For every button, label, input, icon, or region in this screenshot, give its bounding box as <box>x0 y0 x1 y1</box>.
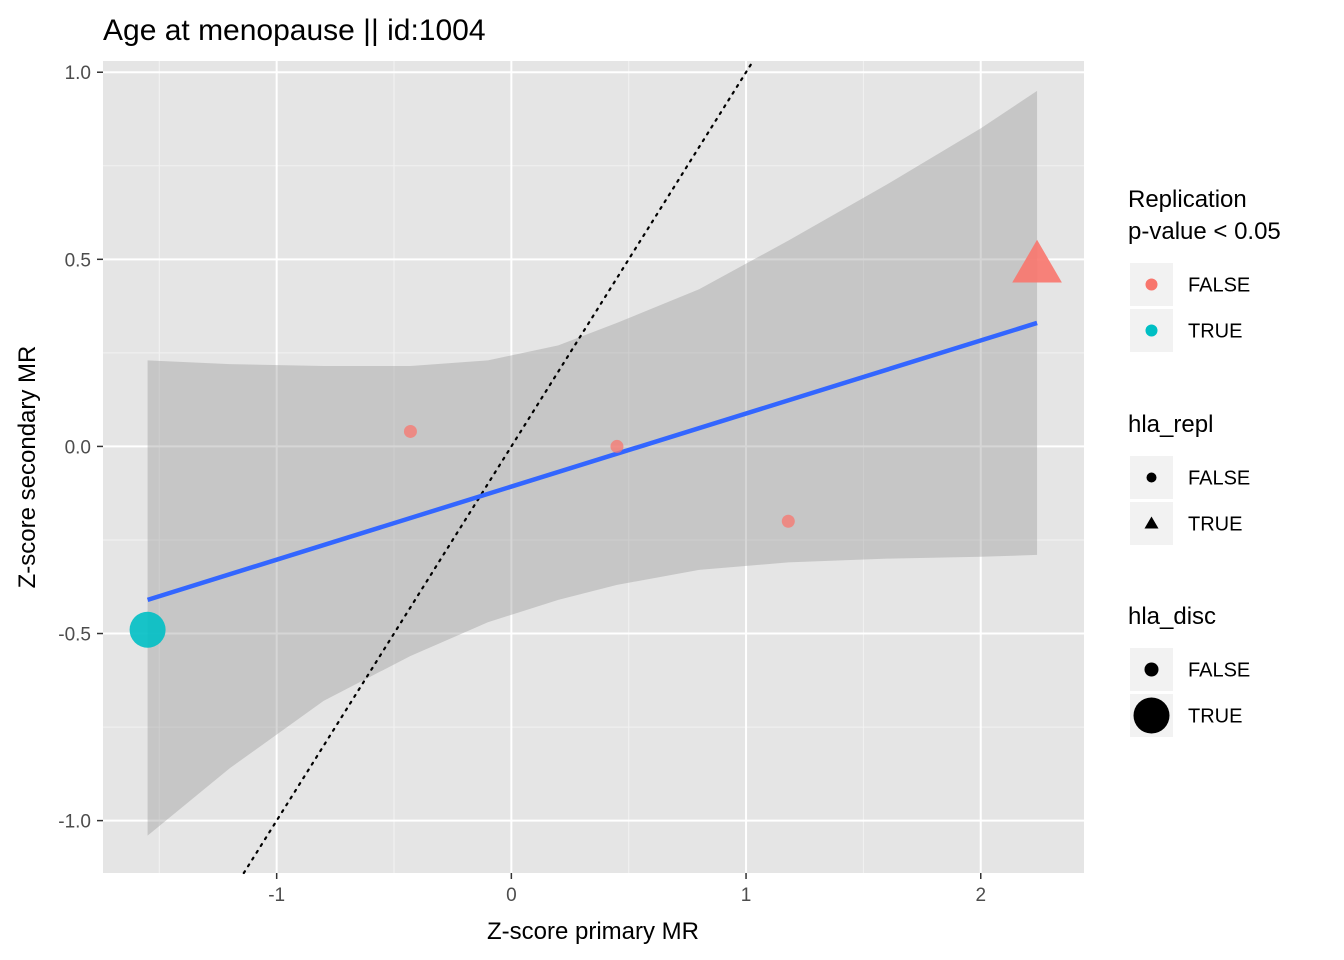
legend-color-swatch <box>1145 278 1158 291</box>
data-point <box>403 424 417 438</box>
y-tick-label: -1.0 <box>58 812 91 833</box>
points-layer <box>129 239 1062 648</box>
data-point <box>1012 239 1062 283</box>
legend-label: TRUE <box>1188 321 1242 343</box>
legend-title: Replication <box>1128 186 1247 213</box>
legend-label: TRUE <box>1188 706 1242 728</box>
plot-panel <box>103 61 1084 873</box>
data-point <box>610 439 624 453</box>
legend-label: TRUE <box>1188 514 1242 536</box>
data-point <box>129 611 166 648</box>
identity-line <box>242 59 755 875</box>
legend-label: FALSE <box>1188 468 1250 490</box>
legend-title: hla_repl <box>1128 411 1213 438</box>
y-tick-label: 1.0 <box>65 63 91 84</box>
x-axis-title: Z-score primary MR <box>487 918 699 945</box>
legend-size-swatch <box>1133 697 1170 734</box>
data-point <box>781 514 795 528</box>
x-tick-label: -1 <box>268 885 285 906</box>
x-tick-label: 0 <box>506 885 517 906</box>
y-tick-label: 0.0 <box>65 437 91 458</box>
legend-circle-swatch <box>1146 472 1157 483</box>
axis-ticks: -1 0 1 2 -1.0 -0.5 0.0 0.5 1.0 <box>58 63 986 906</box>
y-tick-label: -0.5 <box>58 625 91 646</box>
line-layer <box>146 59 1038 875</box>
chart-title: Age at menopause || id:1004 <box>103 14 486 47</box>
y-tick-label: 0.5 <box>65 250 91 271</box>
y-axis-title: Z-score secondary MR <box>14 346 41 589</box>
legend: Replication p-value < 0.05 FALSE TRUE hla_re… <box>1128 186 1281 737</box>
x-tick-label: 2 <box>975 885 986 906</box>
legend-size-swatch <box>1144 662 1159 677</box>
legend-title: hla_disc <box>1128 603 1216 630</box>
grid <box>103 61 1084 873</box>
regression-line <box>146 320 1038 602</box>
legend-triangle-swatch <box>1144 516 1159 529</box>
legend-label: FALSE <box>1188 660 1250 682</box>
legend-title: p-value < 0.05 <box>1128 218 1281 245</box>
legend-color-swatch <box>1145 324 1158 337</box>
x-tick-label: 1 <box>741 885 752 906</box>
legend-label: FALSE <box>1188 275 1250 297</box>
